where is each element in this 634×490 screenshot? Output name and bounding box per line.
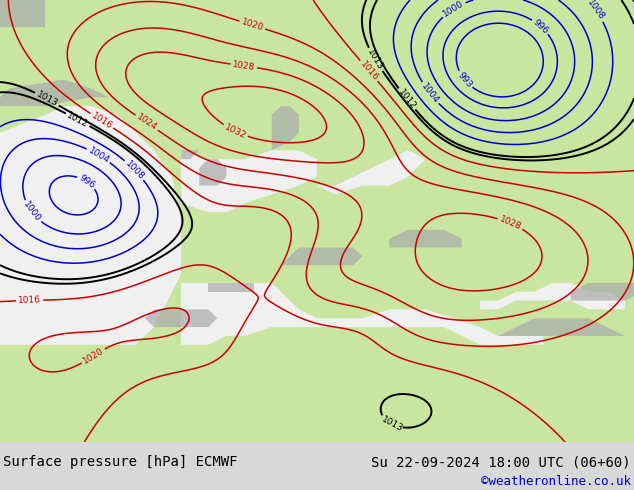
Text: 1032: 1032 (223, 122, 248, 140)
Text: 1028: 1028 (232, 60, 256, 72)
Text: 1013: 1013 (35, 90, 59, 108)
Text: Su 22-09-2024 18:00 UTC (06+60): Su 22-09-2024 18:00 UTC (06+60) (371, 455, 631, 469)
Text: 1020: 1020 (81, 346, 105, 366)
Text: 1004: 1004 (86, 146, 111, 165)
Polygon shape (480, 283, 625, 309)
Polygon shape (389, 230, 462, 247)
Text: 1000: 1000 (22, 200, 42, 224)
Text: 1028: 1028 (498, 215, 522, 232)
Polygon shape (181, 150, 317, 212)
Text: 996: 996 (77, 173, 96, 191)
Polygon shape (181, 150, 199, 159)
Polygon shape (0, 106, 181, 442)
Text: 1016: 1016 (358, 59, 380, 82)
Text: 1016: 1016 (18, 295, 41, 305)
Text: ©weatheronline.co.uk: ©weatheronline.co.uk (481, 475, 631, 488)
Text: 996: 996 (531, 18, 550, 36)
Text: 1012: 1012 (396, 87, 417, 111)
Text: 1013: 1013 (380, 415, 404, 434)
Polygon shape (571, 283, 634, 300)
Polygon shape (209, 283, 254, 292)
Polygon shape (199, 159, 226, 186)
Text: 1008: 1008 (123, 159, 146, 181)
Polygon shape (498, 318, 625, 336)
Text: 1016: 1016 (89, 111, 114, 131)
Text: 1000: 1000 (441, 0, 466, 19)
Polygon shape (145, 309, 217, 327)
Text: 1012: 1012 (65, 110, 90, 129)
Polygon shape (281, 247, 362, 265)
Polygon shape (317, 150, 425, 195)
Text: 1013: 1013 (366, 48, 385, 72)
Polygon shape (181, 283, 543, 345)
Text: 1004: 1004 (419, 81, 441, 105)
Text: Surface pressure [hPa] ECMWF: Surface pressure [hPa] ECMWF (3, 455, 238, 469)
Text: 1024: 1024 (134, 113, 158, 133)
Polygon shape (0, 79, 108, 106)
Text: 1020: 1020 (240, 18, 264, 33)
Text: 993: 993 (456, 70, 474, 89)
Polygon shape (0, 0, 45, 26)
Polygon shape (272, 106, 299, 150)
Text: 1008: 1008 (585, 0, 606, 23)
